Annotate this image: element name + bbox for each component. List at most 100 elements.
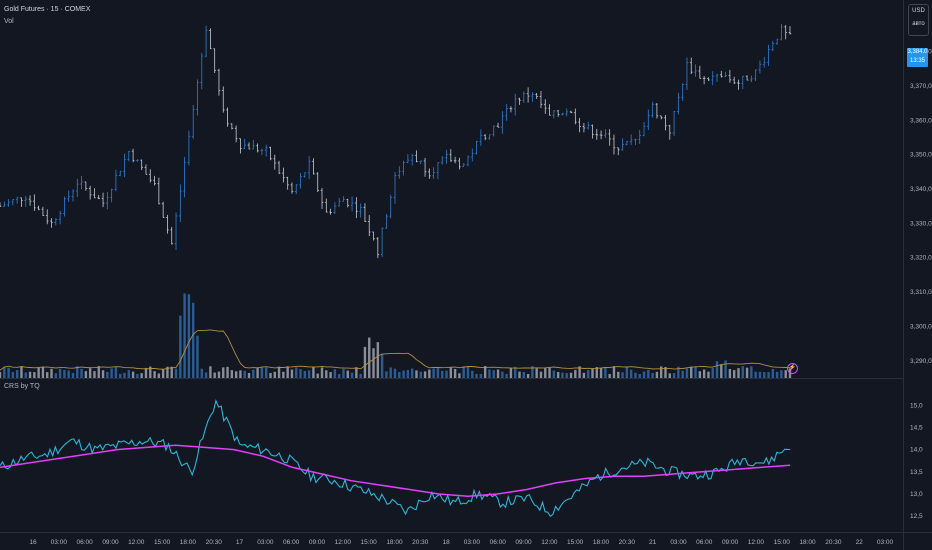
price-bar bbox=[586, 121, 590, 130]
volume-bar bbox=[136, 373, 139, 378]
price-bar bbox=[80, 175, 83, 190]
volume-bar bbox=[93, 371, 96, 378]
volume-bar bbox=[561, 372, 564, 378]
time-tick-label: 20:30 bbox=[825, 539, 842, 546]
time-tick-label: 12:00 bbox=[541, 539, 558, 546]
volume-bar bbox=[15, 370, 19, 378]
volume-bar bbox=[368, 337, 371, 378]
price-bar bbox=[58, 210, 62, 225]
volume-bar bbox=[492, 370, 495, 378]
price-bar bbox=[243, 138, 247, 150]
volume-bar bbox=[556, 371, 560, 378]
volume-bar bbox=[200, 368, 203, 378]
price-bar bbox=[350, 196, 354, 212]
volume-bar bbox=[732, 370, 736, 378]
price-bar bbox=[651, 101, 654, 118]
time-tick-label: 03:00 bbox=[670, 539, 687, 546]
volume-bar bbox=[565, 373, 568, 378]
volume-bar bbox=[88, 368, 92, 378]
price-bar bbox=[539, 90, 543, 109]
volume-bar bbox=[514, 366, 517, 378]
volume-bar bbox=[355, 367, 358, 378]
price-bar bbox=[282, 167, 285, 183]
price-bar bbox=[183, 156, 186, 198]
volume-bar bbox=[608, 373, 611, 378]
volume-bar bbox=[698, 371, 702, 378]
price-bar bbox=[552, 110, 556, 119]
volume-bar bbox=[28, 371, 32, 378]
volume-bar bbox=[415, 370, 418, 378]
price-bar bbox=[574, 108, 577, 125]
volume-bar bbox=[462, 366, 465, 378]
volume-bar bbox=[179, 315, 182, 378]
price-bar bbox=[337, 197, 341, 207]
price-bar bbox=[724, 71, 727, 77]
volume-bar bbox=[548, 367, 551, 378]
volume-bar bbox=[574, 369, 577, 378]
volume-bar bbox=[625, 367, 629, 378]
price-bar bbox=[453, 156, 457, 164]
volume-bar bbox=[140, 373, 143, 378]
price-bar bbox=[428, 168, 431, 179]
price-axis[interactable]: 3,380,03,370,03,360,03,350,03,340,03,330… bbox=[910, 49, 932, 365]
currency-button[interactable]: USD авто bbox=[908, 4, 929, 36]
volume-label[interactable]: Vol bbox=[4, 18, 14, 25]
volume-bar bbox=[76, 366, 79, 378]
volume-bar bbox=[63, 370, 66, 378]
time-axis[interactable]: 16 03:00 06:00 09:00 12:00 15:00 18:00 20:30 17 0… bbox=[29, 539, 893, 546]
volume-bar bbox=[535, 368, 538, 378]
indicator-title[interactable]: CRS by TQ bbox=[4, 383, 40, 390]
volume-bar bbox=[234, 371, 238, 378]
price-bar bbox=[548, 104, 551, 116]
price-bar bbox=[513, 93, 517, 116]
price-bar bbox=[217, 68, 221, 96]
time-tick-label: 15:00 bbox=[154, 539, 171, 546]
crs-axis[interactable]: 15,0 14,5 14,0 13,5 13,0 12,5 bbox=[910, 402, 923, 520]
price-bar bbox=[728, 69, 732, 83]
price-bar bbox=[50, 218, 53, 228]
time-tick-label: 18:00 bbox=[799, 539, 816, 546]
flash-icon[interactable]: ⚡ bbox=[787, 363, 798, 374]
price-bar bbox=[475, 140, 478, 155]
price-bar bbox=[750, 75, 753, 83]
volume-bar bbox=[260, 366, 264, 378]
volume-bar bbox=[316, 373, 319, 378]
time-tick-label: 06:00 bbox=[76, 539, 93, 546]
volume-bar bbox=[46, 372, 49, 378]
price-bar bbox=[187, 130, 191, 166]
volume-bar bbox=[720, 364, 723, 378]
volume-bar bbox=[651, 373, 654, 378]
price-bar bbox=[157, 177, 161, 205]
price-tick-label: 3,330,0 bbox=[910, 220, 932, 227]
price-bar bbox=[75, 178, 79, 197]
time-tick-label: 06:00 bbox=[283, 539, 300, 546]
price-bar bbox=[689, 57, 693, 75]
price-tick-label: 3,350,0 bbox=[910, 152, 932, 159]
volume-bar bbox=[621, 372, 624, 378]
price-bar bbox=[496, 122, 500, 128]
volume-bar bbox=[595, 367, 598, 378]
time-tick-label: 20:30 bbox=[206, 539, 223, 546]
symbol-title[interactable]: Gold Futures · 15 · COMEX bbox=[4, 6, 91, 13]
price-bar bbox=[316, 172, 320, 193]
price-bar bbox=[582, 123, 586, 133]
volume-bar bbox=[209, 366, 212, 378]
price-bar bbox=[260, 148, 264, 156]
volume-bar bbox=[664, 367, 667, 378]
price-bar bbox=[230, 123, 234, 130]
volume-bar bbox=[728, 369, 732, 378]
price-bar bbox=[625, 140, 629, 146]
price-bar bbox=[136, 159, 139, 162]
volume-bar bbox=[33, 372, 36, 378]
price-bar bbox=[449, 149, 453, 162]
currency-label: USD bbox=[912, 8, 925, 14]
volume-bar bbox=[41, 366, 45, 378]
volume-bar bbox=[569, 372, 573, 378]
volume-bar bbox=[363, 346, 367, 378]
price-bar bbox=[488, 134, 491, 140]
volume-bar bbox=[711, 368, 714, 378]
price-bar bbox=[685, 57, 689, 90]
price-bar bbox=[402, 160, 405, 176]
time-tick-label: 20:30 bbox=[412, 539, 429, 546]
